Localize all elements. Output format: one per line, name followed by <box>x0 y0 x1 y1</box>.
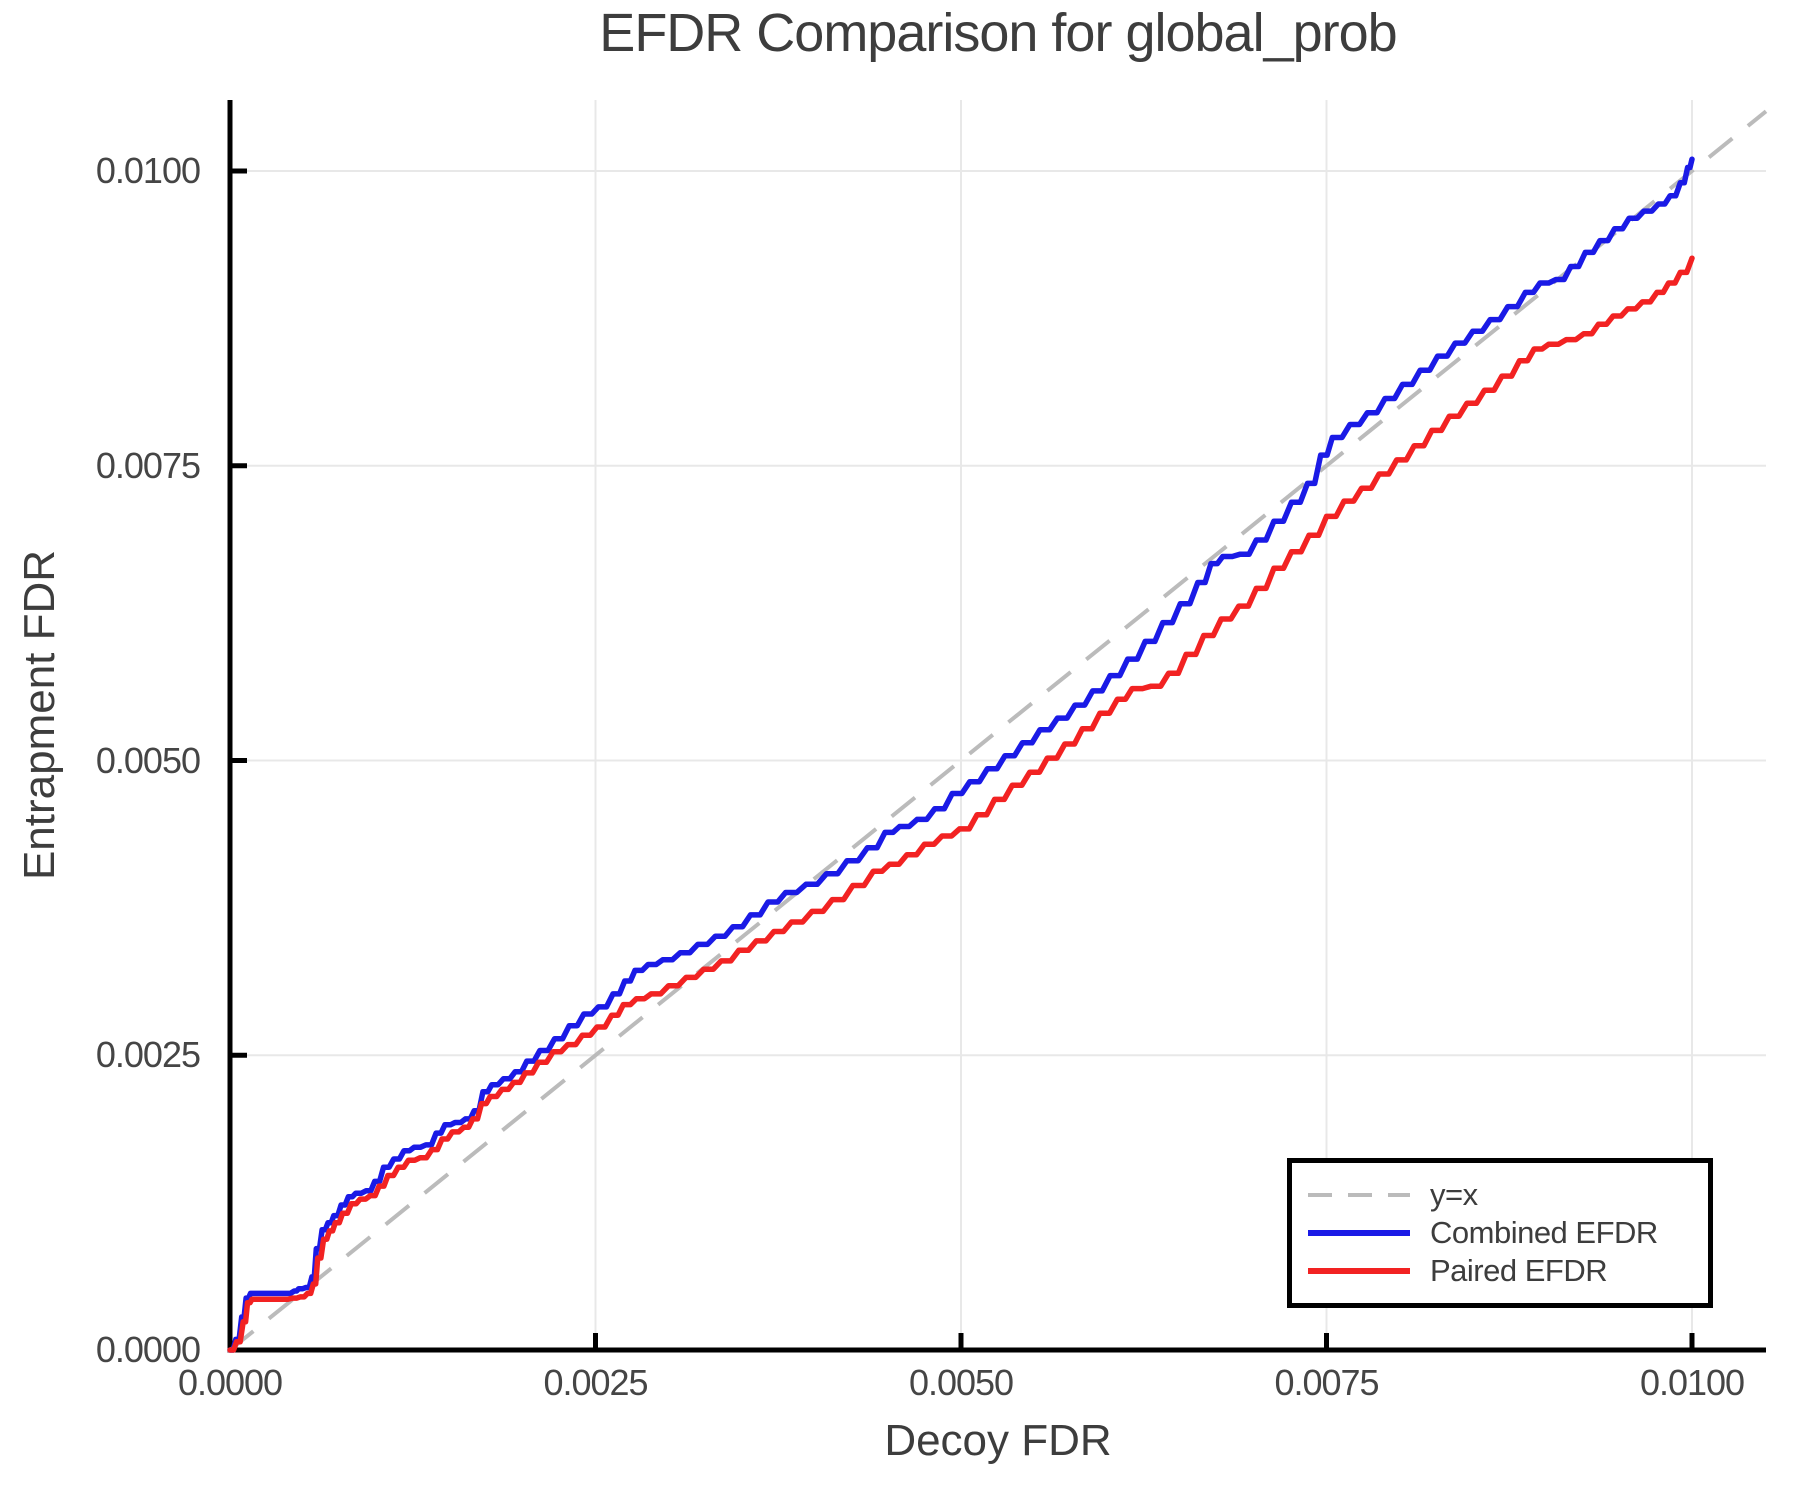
chart-title: EFDR Comparison for global_prob <box>599 3 1397 63</box>
y-tick-label: 0.0000 <box>95 1329 201 1370</box>
x-tick-label: 0.0000 <box>177 1362 283 1403</box>
legend-item-combined-efdr: Combined EFDR <box>1306 1214 1708 1252</box>
x-axis-label: Decoy FDR <box>884 1416 1112 1465</box>
y-axis-label: Entrapment FDR <box>15 549 64 881</box>
x-tick-label: 0.0075 <box>1274 1362 1379 1403</box>
legend-label: y=x <box>1430 1177 1478 1212</box>
legend-swatch-diagonal-line <box>1308 1193 1410 1197</box>
y-tick-label: 0.0075 <box>95 444 201 486</box>
legend-item-diagonal: y=x <box>1306 1176 1708 1214</box>
series-line-paired-efdr <box>227 255 1695 1353</box>
y-tick-label: 0.0050 <box>95 739 201 781</box>
x-tick-label: 0.0050 <box>908 1362 1014 1403</box>
y-tick-label: 0.0025 <box>95 1034 201 1076</box>
x-tick-label: 0.0025 <box>543 1362 648 1403</box>
identity-diagonal-line <box>228 109 1768 1352</box>
y-tick-label: 0.0100 <box>95 150 201 191</box>
legend: y=x Combined EFDR Paired EFDR <box>1287 1158 1713 1308</box>
series-line-combined-efdr <box>227 156 1695 1353</box>
legend-swatch-paired-line <box>1308 1268 1410 1274</box>
legend-swatch-combined-line <box>1308 1230 1410 1236</box>
legend-label: Paired EFDR <box>1430 1253 1608 1288</box>
legend-item-paired-efdr: Paired EFDR <box>1306 1252 1708 1290</box>
x-tick-label: 0.0100 <box>1639 1362 1745 1403</box>
legend-label: Combined EFDR <box>1430 1215 1658 1250</box>
